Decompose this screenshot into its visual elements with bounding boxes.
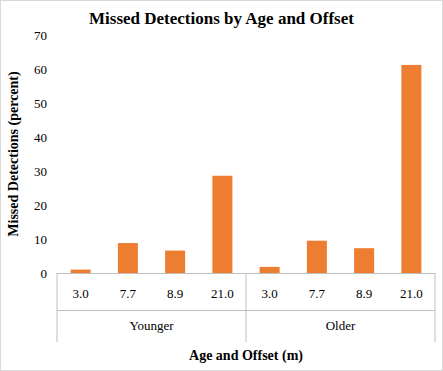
bar <box>212 176 232 273</box>
x-tick-label: 21.0 <box>211 286 234 301</box>
bar <box>354 248 374 273</box>
group-separator <box>435 273 436 342</box>
x-tick-label: 21.0 <box>400 286 423 301</box>
y-tick-label: 20 <box>34 198 47 213</box>
bar <box>401 65 421 273</box>
bar <box>71 270 91 273</box>
chart-wrap: Missed Detections by Age and Offset 0 10 20… <box>0 0 443 371</box>
x-tick-label: 8.9 <box>167 286 183 301</box>
y-tick-label: 30 <box>34 164 47 179</box>
x-axis-title: Age and Offset (m) <box>189 348 303 364</box>
bar <box>118 243 138 273</box>
group-label: Younger <box>129 318 174 333</box>
group-label: Older <box>326 318 356 333</box>
y-tick-label: 70 <box>34 28 47 43</box>
y-tick-label: 10 <box>34 232 47 247</box>
bar <box>165 251 185 273</box>
chart-frame <box>1 1 443 371</box>
y-tick-label: 0 <box>41 266 48 281</box>
group-divider <box>57 310 435 311</box>
x-tick-label: 3.0 <box>262 286 278 301</box>
bar <box>307 241 327 273</box>
y-tick-label: 40 <box>34 130 47 145</box>
chart: Missed Detections by Age and Offset 0 10 20… <box>0 0 443 371</box>
x-tick-label: 7.7 <box>120 286 137 301</box>
title: Missed Detections by Age and Offset <box>89 9 354 28</box>
x-tick-label: 8.9 <box>356 286 372 301</box>
x-tick-label: 7.7 <box>309 286 326 301</box>
bars <box>71 65 422 273</box>
y-tick-label: 50 <box>34 96 47 111</box>
y-axis-title: Missed Detections (percent) <box>6 71 22 237</box>
bar <box>260 267 280 273</box>
group-separator <box>57 273 58 342</box>
x-tick-label: 3.0 <box>73 286 89 301</box>
group-separator <box>246 273 247 342</box>
y-tick-label: 60 <box>34 62 47 77</box>
